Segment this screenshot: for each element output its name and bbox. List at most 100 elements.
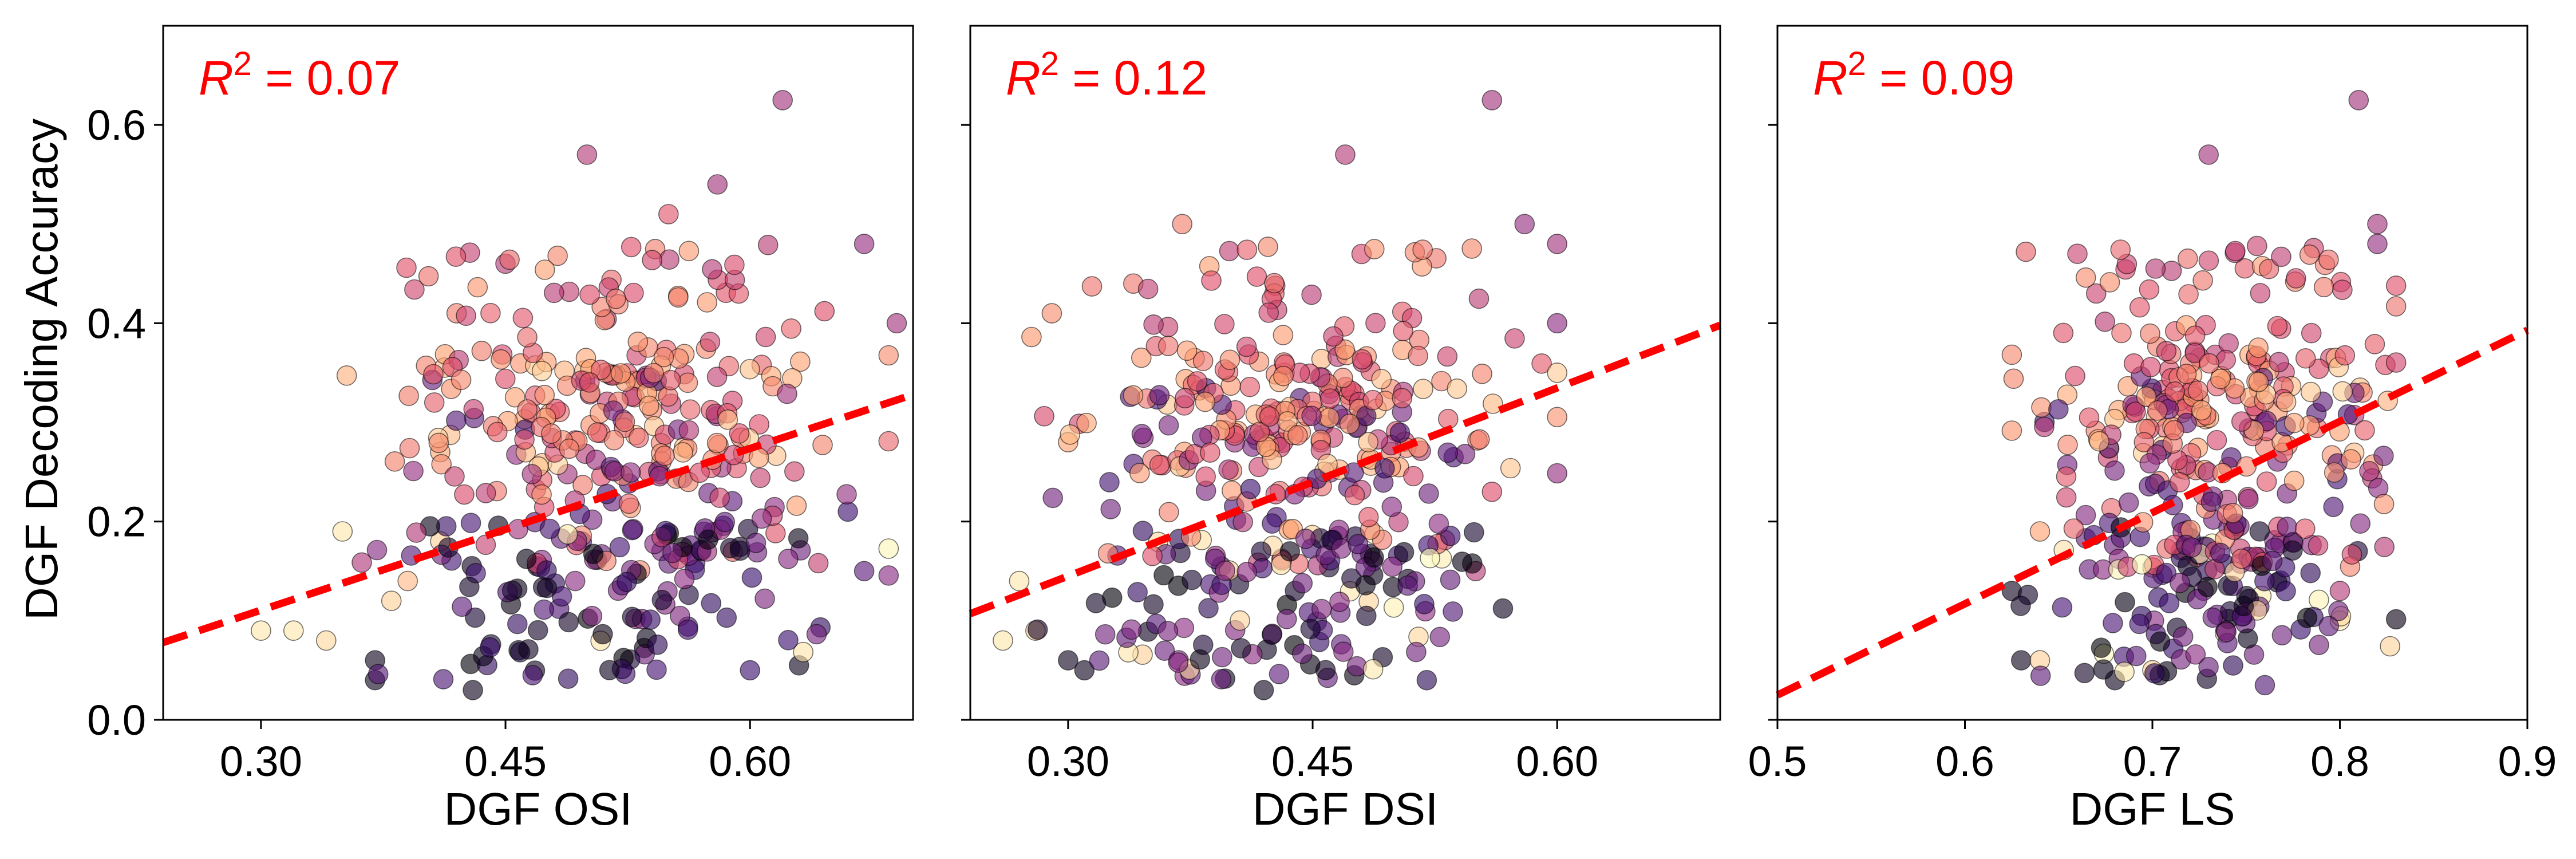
data-point	[1362, 389, 1384, 411]
data-point	[1437, 442, 1459, 463]
x-tick-label: 0.60	[1516, 738, 1598, 785]
data-point	[1547, 362, 1567, 383]
data-point	[1240, 478, 1261, 499]
data-point	[1158, 415, 1179, 436]
data-point	[2202, 607, 2223, 628]
data-point	[1182, 569, 1202, 590]
x-tick-label: 0.45	[464, 738, 547, 785]
data-point	[2256, 471, 2277, 492]
data-point	[2210, 542, 2231, 564]
data-point	[2048, 399, 2069, 420]
data-point	[1149, 385, 1170, 405]
data-point	[2093, 659, 2114, 680]
data-point	[2099, 272, 2120, 293]
data-point	[471, 340, 492, 361]
data-point	[1214, 314, 1235, 334]
data-point	[777, 383, 797, 404]
data-point	[755, 326, 776, 348]
data-point	[534, 384, 555, 405]
data-point	[2115, 592, 2135, 613]
data-point	[2308, 535, 2329, 556]
data-point	[610, 363, 631, 384]
y-axis-label: DGF Decoding Accuracy	[16, 119, 67, 620]
data-point	[1461, 238, 1482, 259]
data-point	[781, 318, 801, 339]
data-point	[404, 279, 425, 300]
data-point	[2237, 628, 2258, 649]
data-point	[451, 369, 472, 391]
data-point	[1273, 325, 1294, 345]
data-point	[452, 596, 472, 617]
data-point	[765, 523, 786, 543]
data-point	[677, 372, 698, 393]
data-point	[2341, 544, 2362, 565]
data-point	[475, 483, 496, 503]
data-point	[1190, 649, 1211, 670]
data-point	[2354, 420, 2375, 441]
data-point	[647, 635, 668, 655]
data-point	[2170, 573, 2190, 593]
regression-line	[969, 321, 1722, 617]
data-point	[2198, 144, 2219, 165]
data-point	[517, 399, 538, 420]
data-point	[460, 513, 481, 534]
data-point	[1362, 659, 1384, 680]
data-point	[2056, 466, 2077, 487]
data-point	[1095, 624, 1116, 645]
data-point	[507, 613, 528, 635]
data-point	[1099, 472, 1120, 492]
data-point	[2169, 472, 2190, 492]
data-point	[516, 549, 537, 569]
data-point	[1358, 507, 1379, 527]
data-point	[2216, 621, 2237, 643]
data-point	[579, 284, 600, 305]
data-point	[2385, 296, 2407, 317]
data-point	[2056, 487, 2077, 508]
data-point	[2123, 353, 2144, 374]
data-point	[878, 538, 899, 559]
data-point	[677, 619, 698, 640]
data-point	[463, 680, 483, 700]
data-point	[778, 630, 799, 651]
data-point	[558, 612, 579, 633]
data-point	[1392, 388, 1413, 409]
data-point	[993, 630, 1013, 651]
data-point	[2163, 420, 2184, 441]
data-point	[653, 346, 674, 368]
data-point	[658, 204, 679, 224]
data-point	[2309, 635, 2329, 655]
data-point	[424, 392, 445, 413]
data-point	[709, 487, 730, 509]
data-point	[2178, 284, 2199, 305]
data-point	[1157, 336, 1179, 356]
regression-line	[1776, 326, 2529, 699]
data-point	[547, 245, 568, 266]
data-point	[1389, 422, 1411, 443]
data-point	[1437, 346, 1458, 367]
data-point	[512, 308, 534, 329]
data-point	[1132, 521, 1153, 541]
data-point	[1419, 483, 1439, 504]
data-point	[1344, 484, 1365, 506]
data-point	[2129, 613, 2150, 635]
data-point	[251, 620, 271, 641]
data-point	[336, 365, 357, 386]
x-tick-label: 0.6	[1935, 738, 1994, 785]
r-squared-symbol: R	[199, 51, 234, 105]
x-axis-label: DGF LS	[2070, 783, 2235, 834]
data-point	[332, 521, 353, 542]
data-point	[431, 454, 452, 475]
x-tick-label: 0.5	[1748, 738, 1807, 785]
data-point	[428, 432, 449, 454]
data-point	[2177, 248, 2198, 269]
data-point	[808, 553, 829, 574]
data-point	[622, 606, 643, 628]
data-point	[2367, 234, 2388, 254]
data-point	[2231, 548, 2252, 569]
data-point	[1393, 321, 1414, 342]
data-point	[2164, 381, 2185, 402]
data-point	[689, 462, 710, 483]
data-point	[1469, 429, 1490, 450]
data-point	[812, 435, 833, 455]
data-point	[2075, 267, 2096, 288]
